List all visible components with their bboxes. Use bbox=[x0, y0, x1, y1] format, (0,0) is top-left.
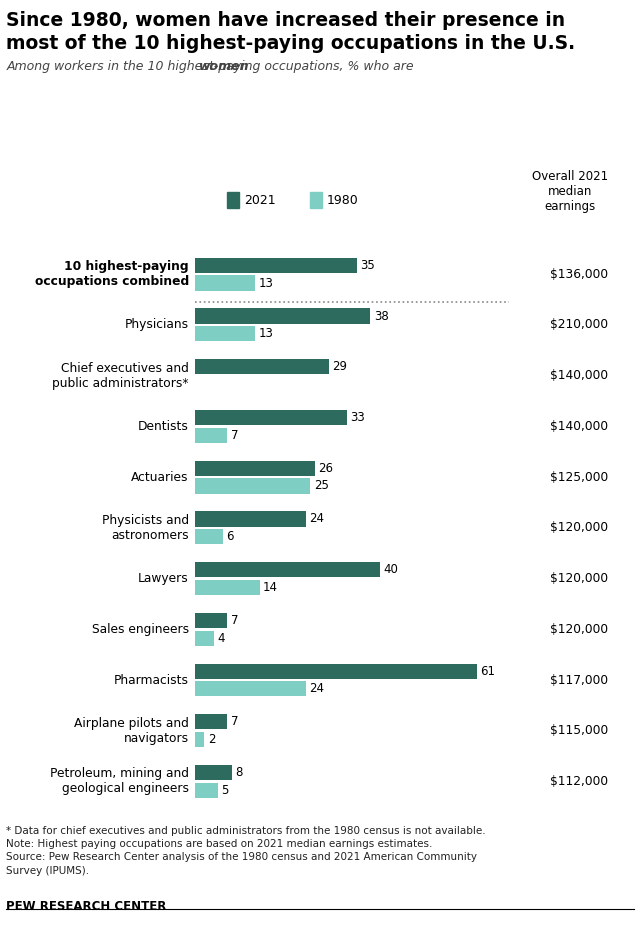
Text: Among workers in the 10 highest-paying occupations, % who are: Among workers in the 10 highest-paying o… bbox=[6, 60, 418, 73]
Text: Physicians: Physicians bbox=[125, 319, 189, 332]
Text: Chief executives and
public administrators*: Chief executives and public administrato… bbox=[52, 362, 189, 390]
Bar bbox=[195, 580, 260, 595]
Text: 24: 24 bbox=[309, 682, 324, 695]
Text: Petroleum, mining and
geological engineers: Petroleum, mining and geological enginee… bbox=[50, 768, 189, 795]
Bar bbox=[195, 682, 306, 696]
Text: 61: 61 bbox=[480, 665, 495, 678]
Bar bbox=[195, 479, 310, 494]
Bar bbox=[195, 562, 380, 577]
Text: 6: 6 bbox=[226, 531, 234, 544]
Text: 10 highest-paying
occupations combined: 10 highest-paying occupations combined bbox=[35, 260, 189, 288]
Text: Physicists and
astronomers: Physicists and astronomers bbox=[102, 514, 189, 542]
Bar bbox=[195, 326, 255, 342]
Text: 7: 7 bbox=[230, 429, 238, 442]
Text: 2021: 2021 bbox=[244, 194, 275, 206]
Text: Overall 2021
median
earnings: Overall 2021 median earnings bbox=[532, 170, 608, 213]
Text: 38: 38 bbox=[374, 309, 388, 322]
Text: 35: 35 bbox=[360, 258, 374, 272]
Text: 8: 8 bbox=[236, 766, 243, 779]
Bar bbox=[195, 511, 306, 527]
Text: Since 1980, women have increased their presence in: Since 1980, women have increased their p… bbox=[6, 11, 566, 31]
Text: 7: 7 bbox=[230, 614, 238, 627]
Text: $115,000: $115,000 bbox=[550, 724, 608, 737]
Text: 29: 29 bbox=[332, 360, 347, 373]
Bar bbox=[195, 765, 232, 781]
Text: 13: 13 bbox=[259, 327, 273, 340]
Text: $117,000: $117,000 bbox=[550, 673, 608, 686]
Text: Pharmacists: Pharmacists bbox=[114, 673, 189, 686]
Text: $125,000: $125,000 bbox=[550, 470, 608, 483]
Text: $112,000: $112,000 bbox=[550, 775, 608, 788]
Bar bbox=[195, 714, 227, 730]
Text: Airplane pilots and
navigators: Airplane pilots and navigators bbox=[74, 717, 189, 745]
Text: Lawyers: Lawyers bbox=[138, 572, 189, 585]
Text: 26: 26 bbox=[318, 462, 333, 475]
Bar bbox=[195, 460, 315, 476]
Bar bbox=[195, 782, 218, 798]
Text: 33: 33 bbox=[351, 411, 365, 424]
Bar bbox=[195, 732, 204, 747]
Text: 2: 2 bbox=[207, 733, 215, 746]
Text: Actuaries: Actuaries bbox=[131, 470, 189, 483]
Text: $120,000: $120,000 bbox=[550, 572, 608, 585]
Bar bbox=[195, 257, 356, 273]
Text: women: women bbox=[199, 60, 250, 73]
Text: Sales engineers: Sales engineers bbox=[92, 623, 189, 636]
Text: $140,000: $140,000 bbox=[550, 369, 608, 382]
Text: * Data for chief executives and public administrators from the 1980 census is no: * Data for chief executives and public a… bbox=[6, 826, 486, 876]
Bar bbox=[195, 664, 477, 679]
Bar bbox=[195, 275, 255, 291]
Text: 25: 25 bbox=[314, 480, 328, 493]
Text: Dentists: Dentists bbox=[138, 419, 189, 432]
Bar bbox=[195, 613, 227, 628]
Text: 40: 40 bbox=[383, 563, 398, 576]
Text: 7: 7 bbox=[230, 716, 238, 729]
Text: $210,000: $210,000 bbox=[550, 319, 608, 332]
Text: $140,000: $140,000 bbox=[550, 419, 608, 432]
Bar bbox=[195, 428, 227, 443]
Bar bbox=[195, 631, 214, 645]
Text: 5: 5 bbox=[221, 783, 229, 797]
Text: $120,000: $120,000 bbox=[550, 521, 608, 534]
Text: PEW RESEARCH CENTER: PEW RESEARCH CENTER bbox=[6, 900, 167, 913]
Text: $136,000: $136,000 bbox=[550, 268, 608, 281]
Text: 13: 13 bbox=[259, 277, 273, 290]
Bar bbox=[195, 529, 223, 544]
Text: 24: 24 bbox=[309, 512, 324, 525]
Text: $120,000: $120,000 bbox=[550, 623, 608, 636]
Text: 14: 14 bbox=[263, 581, 278, 594]
Text: 1980: 1980 bbox=[327, 194, 359, 206]
Bar bbox=[195, 359, 329, 374]
Text: 4: 4 bbox=[217, 632, 225, 644]
Bar bbox=[195, 410, 348, 425]
Text: most of the 10 highest-paying occupations in the U.S.: most of the 10 highest-paying occupation… bbox=[6, 34, 575, 54]
Bar bbox=[195, 308, 371, 323]
